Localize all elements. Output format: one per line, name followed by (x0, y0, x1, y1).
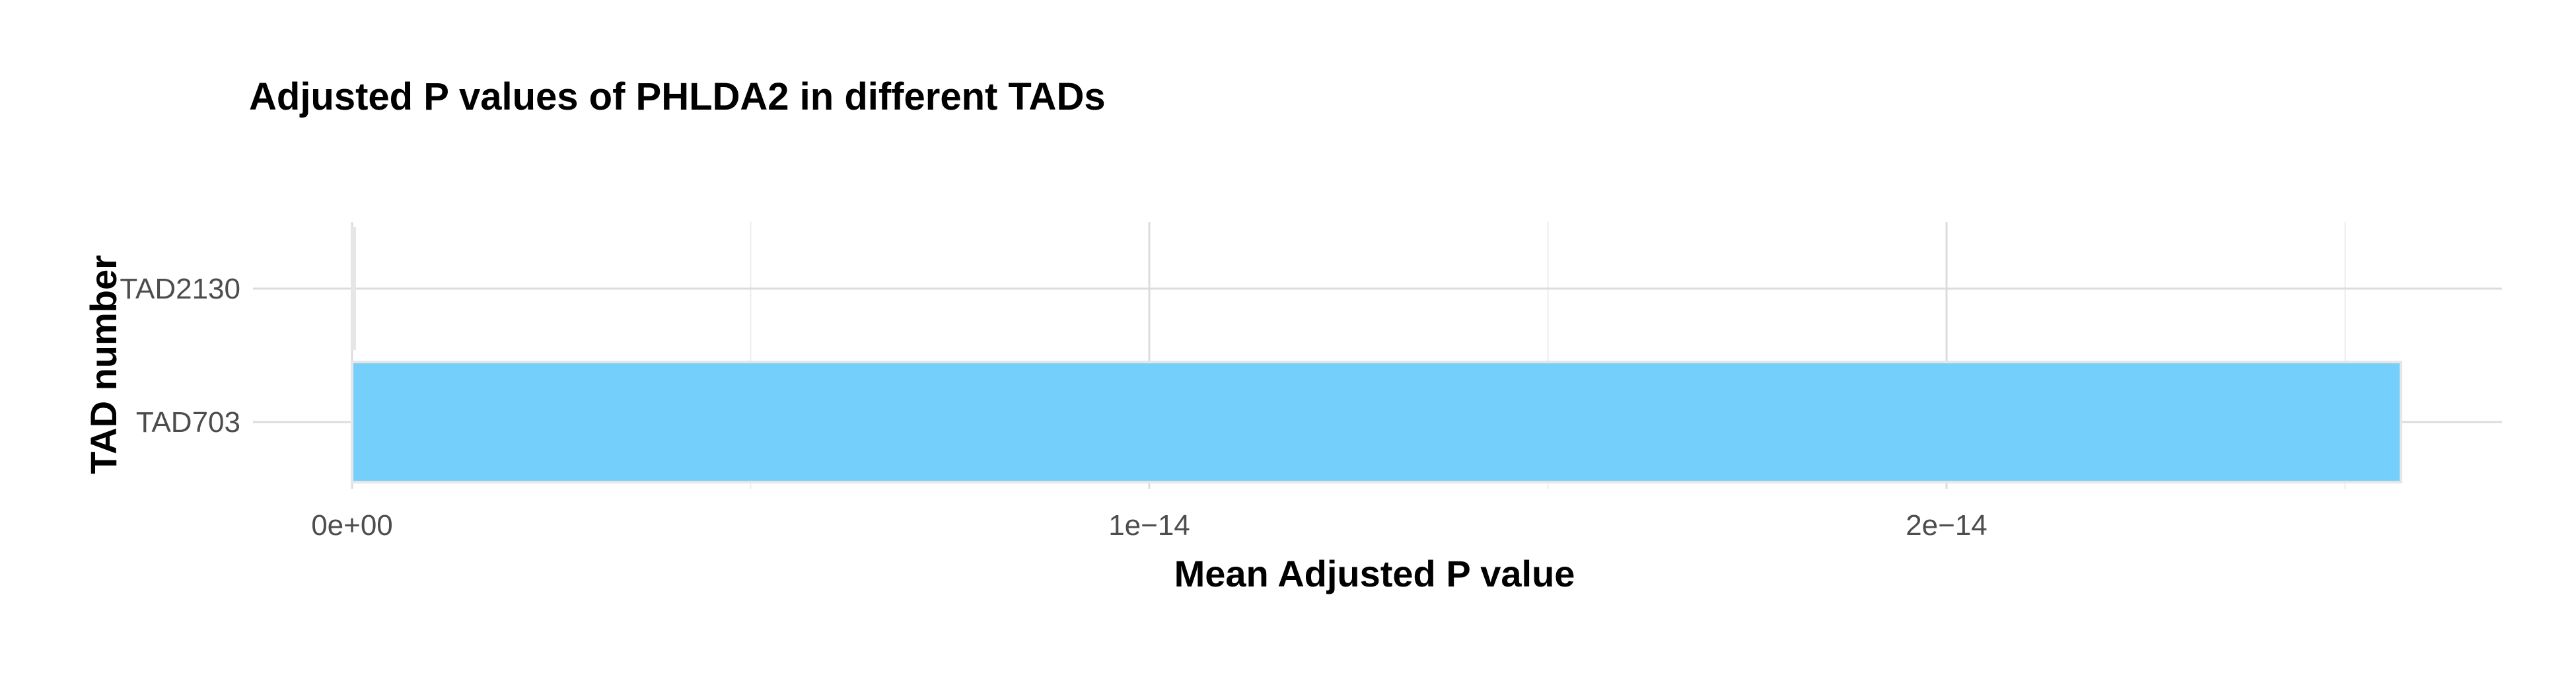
y-tick-label: TAD703 (136, 406, 240, 439)
bar (351, 227, 356, 350)
tick-label-layer: TAD2130 TAD703 0e+00 1e−14 2e−14 (120, 273, 1987, 542)
y-axis-title: TAD number (83, 255, 124, 474)
bar-layer (351, 227, 2402, 483)
x-tick-label: 2e−14 (1906, 509, 1987, 542)
x-axis-title: Mean Adjusted P value (1174, 553, 1575, 594)
x-tick-label: 1e−14 (1108, 509, 1190, 542)
bar (351, 361, 2402, 483)
x-tick-label: 0e+00 (311, 509, 393, 542)
chart-title: Adjusted P values of PHLDA2 in different… (249, 75, 1106, 118)
y-tick-label: TAD2130 (120, 273, 240, 305)
